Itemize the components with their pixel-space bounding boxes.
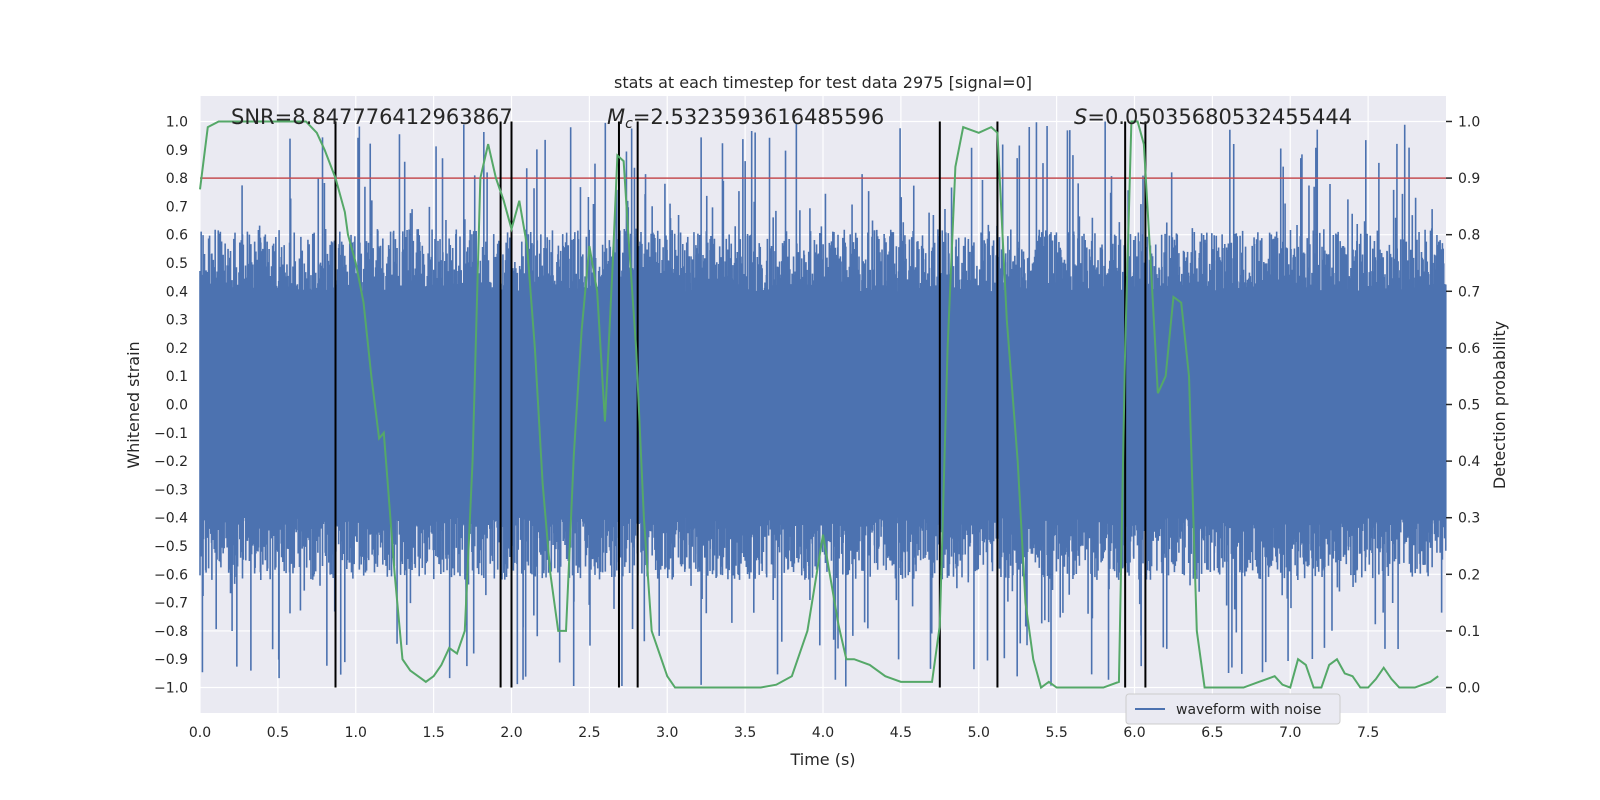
probability-series [199,120,1439,690]
legend: waveform with noise [1125,693,1341,725]
y-right-axis-label: Detection probability [1490,321,1509,489]
x-tick-label: 3.0 [656,725,678,741]
y-left-tick-label: −0.6 [154,567,188,583]
y-left-tick-label: −0.5 [154,539,188,555]
legend-box [1125,693,1341,725]
y-left-tick-label: −0.9 [154,652,188,668]
x-tick-label: 1.5 [422,725,444,741]
x-axis-ticks: 0.0 0.5 1.0 1.5 2.0 2.5 3.0 3.5 4.0 4.5 5.0 5.5 6.0 6… [189,725,1379,741]
y-right-tick-label: 0.1 [1458,624,1480,640]
y-right-tick-label: 0.5 [1458,398,1480,414]
legend-label: waveform with noise [1176,702,1321,718]
snr-annotation: SNR=8.847776412963867 [231,105,513,129]
chart-title: stats at each timestep for test data 297… [614,73,1032,92]
x-tick-label: 0.5 [267,725,289,741]
x-tick-label: 2.5 [578,725,600,741]
mc-annotation: Mc=2.5323593616485596 [607,105,884,132]
s-symbol: S [1074,105,1087,129]
y-right-tick-label: 0.7 [1458,284,1480,300]
y-left-tick-label: −1.0 [154,681,188,697]
y-left-tick-label: 1.0 [166,114,188,130]
mc-symbol: M [607,105,625,129]
x-tick-label: 4.5 [890,725,912,741]
x-tick-label: 2.0 [500,725,522,741]
y-left-tick-label: 0.3 [166,313,188,329]
y-left-tick-label: −0.4 [154,511,188,527]
x-tick-label: 7.5 [1357,725,1379,741]
x-tick-label: 4.0 [812,725,834,741]
y-left-tick-label: −0.7 [154,596,188,612]
y-right-tick-label: 0.4 [1458,454,1480,470]
y-left-tick-label: 0.6 [166,228,188,244]
y-right-tick-label: 0.0 [1458,681,1480,697]
y-right-tick-label: 1.0 [1458,114,1480,130]
y-left-tick-label: 0.2 [166,341,188,357]
x-tick-label: 5.0 [968,725,990,741]
y-right-tick-label: 0.2 [1458,567,1480,583]
mc-value: =2.5323593616485596 [633,105,884,129]
y-right-tick-label: 0.8 [1458,228,1480,244]
x-tick-label: 5.5 [1045,725,1067,741]
y-left-tick-label: 0.8 [166,171,188,187]
waveform-series [199,121,1447,687]
x-tick-label: 3.5 [734,725,756,741]
x-tick-label: 6.5 [1201,725,1223,741]
s-annotation: S=0.05035680532455444 [1074,105,1352,129]
y-left-tick-label: 0.4 [166,284,188,300]
x-axis-label: Time (s) [789,750,855,769]
detection-probability-line [199,120,1439,690]
waveform-line [199,121,1447,687]
y-left-tick-label: 0.5 [166,256,188,272]
x-tick-label: 1.0 [345,725,367,741]
y-right-axis-ticks: 0.0 0.1 0.2 0.3 0.4 0.5 0.6 0.7 0.8 0.9 1.0 [1446,114,1480,697]
x-tick-label: 7.0 [1279,725,1301,741]
y-right-tick-label: 0.6 [1458,341,1480,357]
y-left-tick-label: −0.2 [154,454,188,470]
y-left-tick-label: 0.7 [166,199,188,215]
y-left-tick-label: 0.0 [166,398,188,414]
x-tick-label: 6.0 [1123,725,1145,741]
y-left-axis-label: Whitened strain [124,341,143,468]
y-left-tick-label: −0.1 [154,426,188,442]
y-left-tick-label: −0.3 [154,482,188,498]
y-left-tick-label: 0.1 [166,369,188,385]
y-left-tick-label: 0.9 [166,143,188,159]
y-left-axis-ticks: 1.0 0.9 0.8 0.7 0.6 0.5 0.4 0.3 0.2 0.1 0.0 −0.1 −0.… [154,114,188,696]
y-right-tick-label: 0.9 [1458,171,1480,187]
y-right-tick-label: 0.3 [1458,511,1480,527]
s-value: =0.05035680532455444 [1087,105,1352,129]
y-left-tick-label: −0.8 [154,624,188,640]
x-tick-label: 0.0 [189,725,211,741]
mc-subscript: c [625,116,633,132]
